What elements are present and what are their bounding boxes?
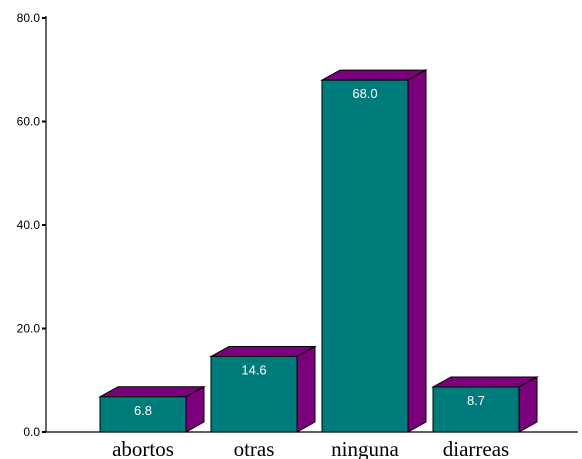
x-category-label: diarreas bbox=[443, 437, 509, 459]
bar: 68.0 bbox=[320, 69, 428, 433]
y-axis-ticks: 0.0 20.0 40.0 60.0 80.0 bbox=[17, 11, 46, 439]
y-tick-label: 80.0 bbox=[17, 11, 41, 25]
x-category-label: ninguna bbox=[331, 437, 399, 459]
bar-data-label: 14.6 bbox=[241, 362, 266, 377]
bar-side-face bbox=[518, 376, 538, 433]
bar: 6.8 bbox=[98, 385, 206, 433]
bar: 8.7 bbox=[431, 376, 539, 433]
bar-data-label: 68.0 bbox=[352, 86, 377, 101]
y-tick-label: 0.0 bbox=[23, 425, 40, 439]
bar-front-face bbox=[432, 386, 520, 433]
x-category-label: otras bbox=[234, 437, 275, 459]
bar-front-face bbox=[321, 79, 409, 433]
x-category-label: abortos bbox=[112, 437, 174, 459]
y-tick-label: 20.0 bbox=[17, 322, 41, 336]
y-tick-label: 60.0 bbox=[17, 115, 41, 129]
bar-side-face bbox=[407, 69, 427, 433]
bar-data-label: 6.8 bbox=[134, 403, 152, 418]
bar-front-face bbox=[210, 355, 298, 433]
bar-side-face bbox=[296, 345, 316, 433]
bar-front-face bbox=[99, 396, 187, 433]
bars: 6.8 14.6 68.0 8.7 bbox=[98, 69, 539, 433]
x-axis-categories: abortos otras ninguna diarreas bbox=[112, 437, 509, 459]
y-tick-label: 40.0 bbox=[17, 218, 41, 232]
bar: 14.6 bbox=[209, 345, 317, 433]
bar-data-label: 8.7 bbox=[467, 393, 485, 408]
